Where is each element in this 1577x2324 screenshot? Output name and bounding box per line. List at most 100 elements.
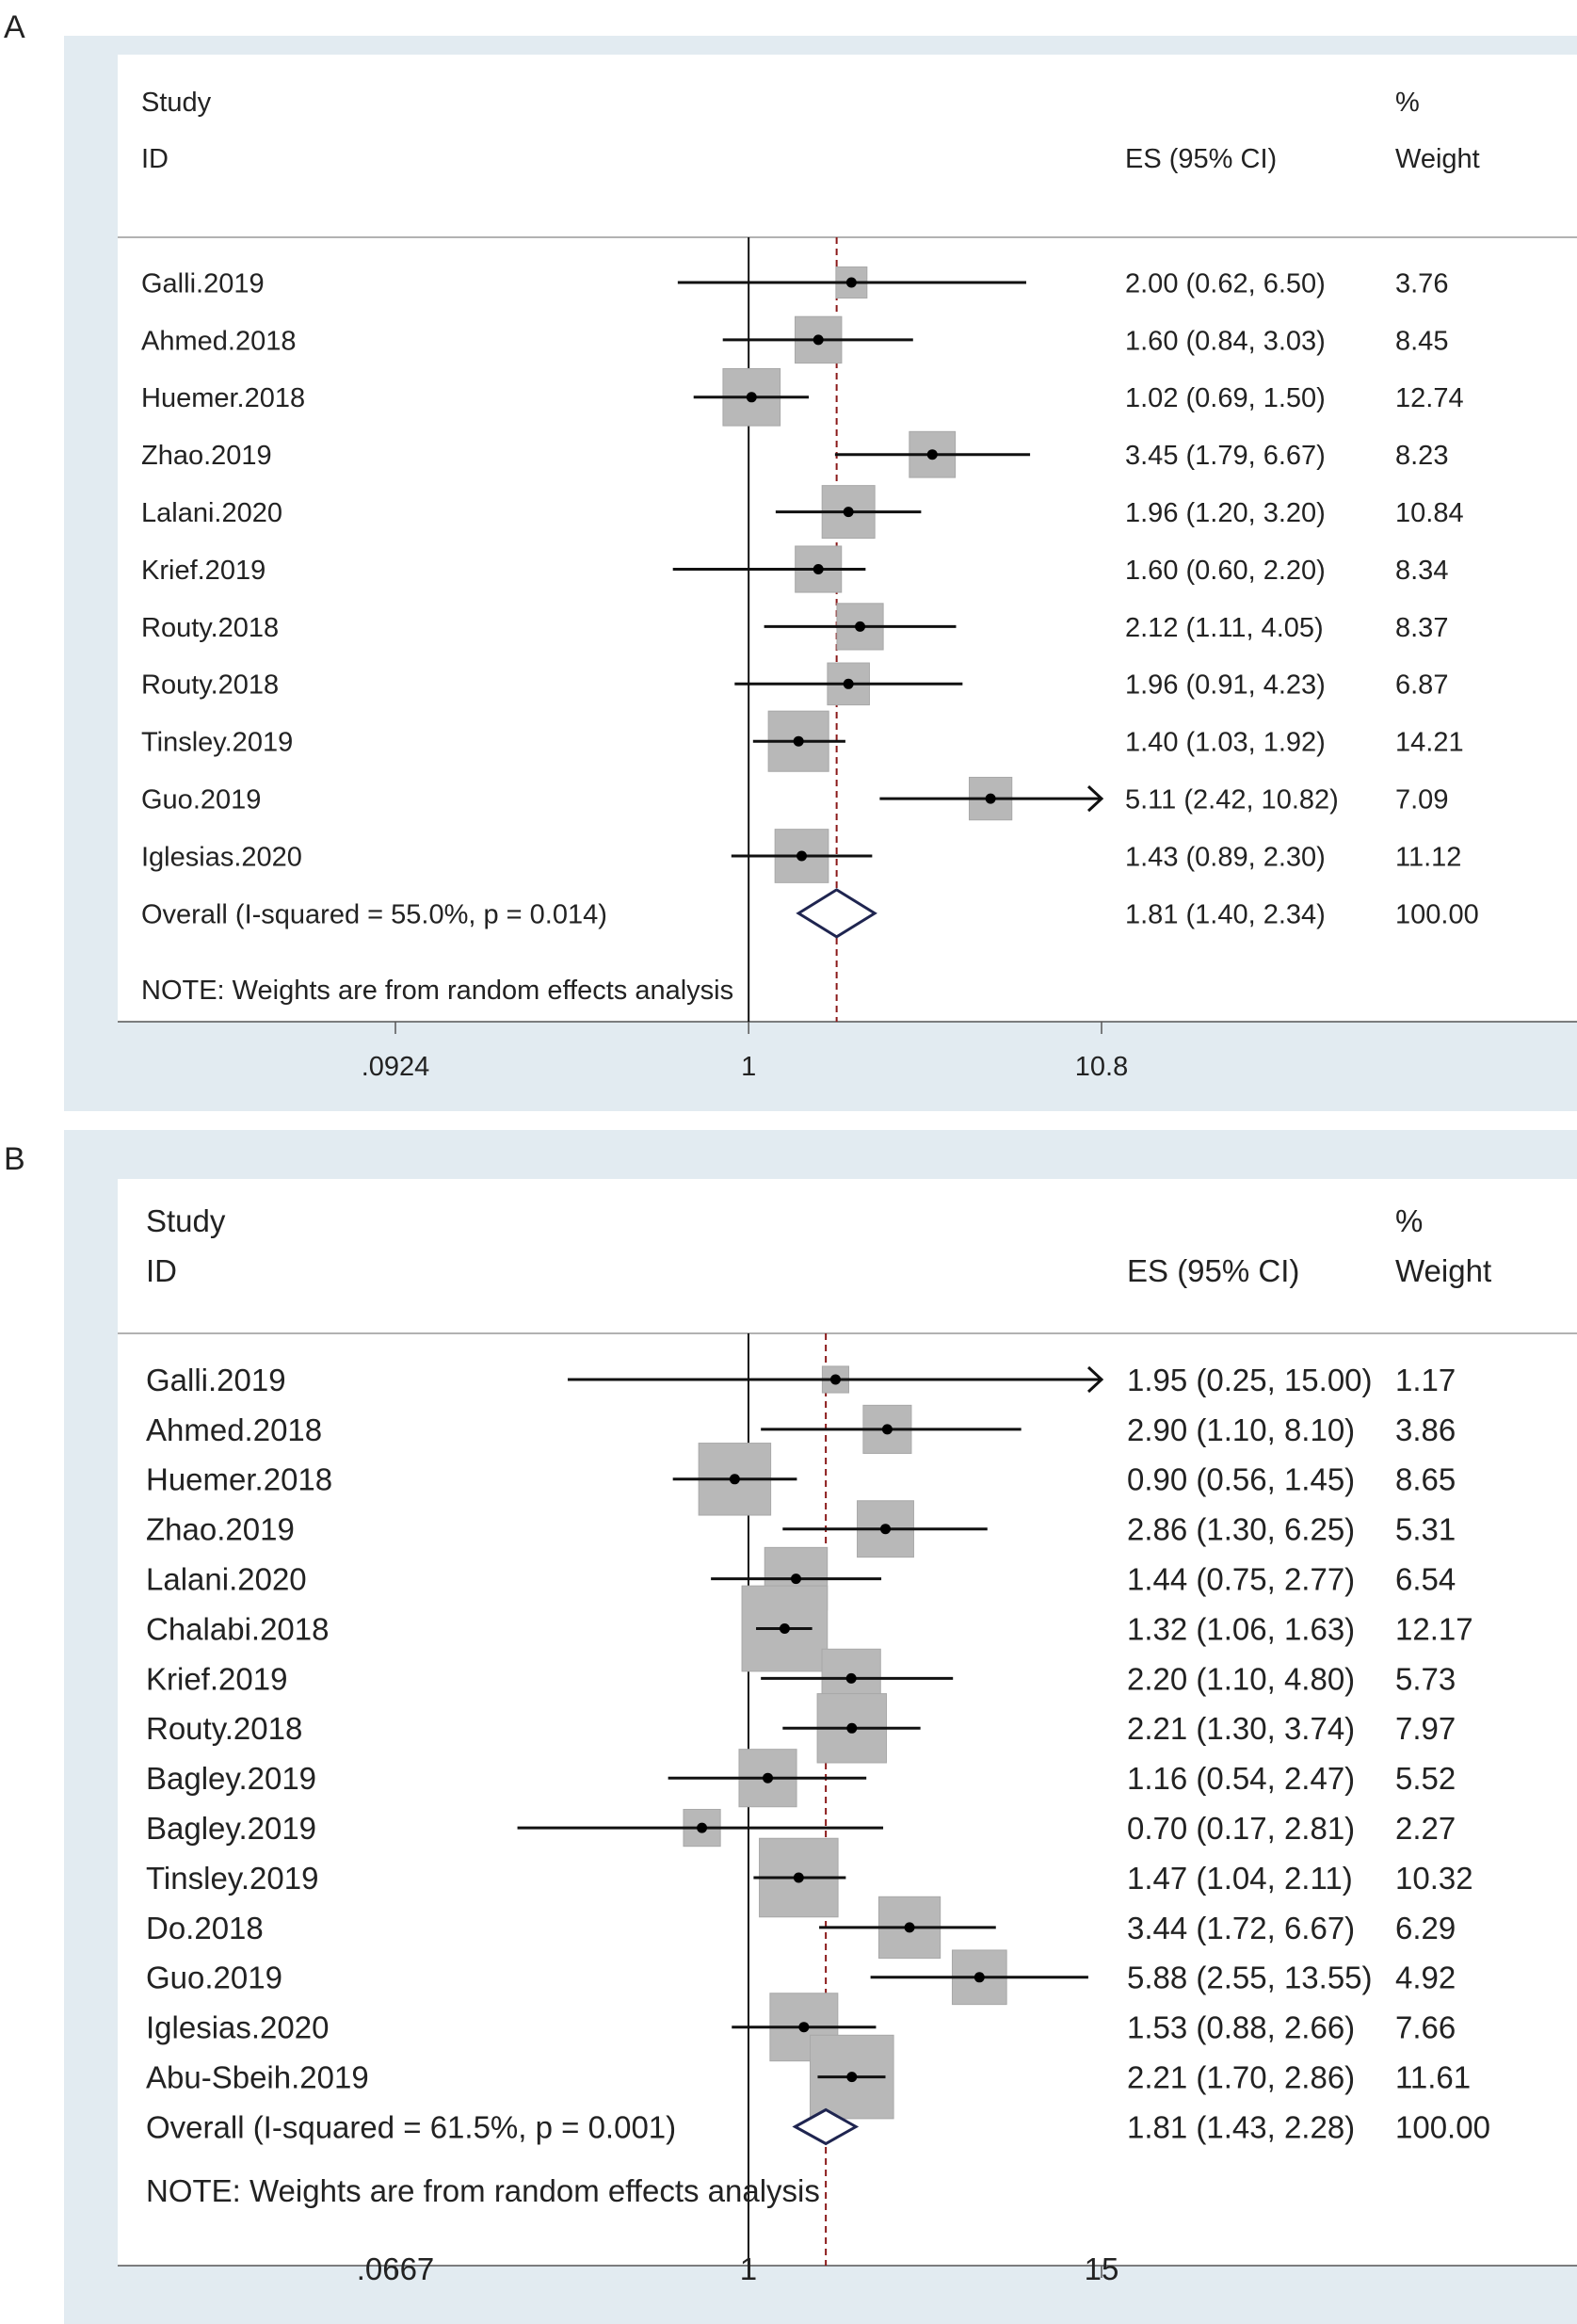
study-es: 2.21 (1.30, 3.74)	[1127, 1711, 1355, 1746]
point-estimate	[813, 334, 824, 346]
x-tick-label: 1	[740, 2251, 757, 2286]
study-weight: 12.17	[1395, 1611, 1473, 1646]
study-weight: 6.87	[1395, 670, 1448, 701]
study-es: 1.43 (0.89, 2.30)	[1125, 842, 1326, 872]
study-weight: 1.17	[1395, 1363, 1456, 1397]
point-estimate	[746, 392, 757, 403]
ci-arrow	[1086, 1365, 1104, 1394]
point-estimate	[845, 277, 857, 288]
study-weight: 10.32	[1395, 1861, 1473, 1896]
study-name: Huemer.2018	[146, 1462, 332, 1497]
study-weight: 8.37	[1395, 613, 1448, 643]
study-name: Iglesias.2020	[146, 2010, 329, 2045]
study-weight: 8.65	[1395, 1462, 1456, 1497]
overall-label: Overall (I-squared = 55.0%, p = 0.014)	[141, 899, 607, 929]
forest-plot-a: Study ID ES (95% CI)% Weight .0924 1 10.8 Galli…	[118, 88, 1577, 1082]
study-es: 1.02 (0.69, 1.50)	[1125, 383, 1326, 413]
study-name: Ahmed.2018	[146, 1412, 322, 1447]
study-name: Ahmed.2018	[141, 326, 296, 356]
study-weight: 5.31	[1395, 1512, 1456, 1547]
point-estimate	[845, 1672, 857, 1684]
header-study: Study	[146, 1203, 226, 1238]
study-name: Bagley.2019	[146, 1761, 316, 1796]
point-estimate	[763, 1772, 774, 1783]
point-estimate	[881, 1424, 893, 1435]
study-weight: 4.92	[1395, 1961, 1456, 1995]
header-es: ES (95% CI)	[1125, 144, 1277, 174]
study-name: Galli.2019	[141, 268, 265, 299]
study-name: Krief.2019	[141, 556, 266, 586]
study-name: Zhao.2019	[141, 441, 272, 471]
overall-weight: 100.00	[1395, 899, 1479, 929]
study-weight: 2.27	[1395, 1811, 1456, 1846]
point-estimate	[904, 1922, 915, 1933]
study-name: Huemer.2018	[141, 383, 305, 413]
study-es: 1.96 (1.20, 3.20)	[1125, 498, 1326, 528]
header-id: ID	[141, 144, 169, 174]
study-es: 0.90 (0.56, 1.45)	[1127, 1462, 1355, 1497]
point-estimate	[813, 564, 824, 574]
study-weight: 6.29	[1395, 1911, 1456, 1945]
header-study: Study	[141, 88, 212, 118]
header-id: ID	[146, 1253, 177, 1288]
study-name: Do.2018	[146, 1911, 264, 1945]
study-name: Lalani.2020	[141, 498, 282, 528]
study-name: Bagley.2019	[146, 1811, 316, 1846]
study-weight: 6.54	[1395, 1561, 1456, 1596]
point-estimate	[829, 1374, 841, 1385]
overall-diamond	[792, 2107, 860, 2146]
study-name: Galli.2019	[146, 1363, 286, 1397]
study-es: 3.44 (1.72, 6.67)	[1127, 1911, 1355, 1945]
study-es: 3.45 (1.79, 6.67)	[1125, 441, 1326, 471]
point-estimate	[855, 621, 866, 632]
study-name: Lalani.2020	[146, 1561, 307, 1596]
point-estimate	[779, 1623, 790, 1634]
study-name: Guo.2019	[141, 785, 261, 815]
header-weight: Weight	[1395, 144, 1480, 174]
study-weight: 7.09	[1395, 785, 1448, 815]
study-es: 2.20 (1.10, 4.80)	[1127, 1661, 1355, 1696]
header-percent: %	[1395, 88, 1420, 118]
study-es: 1.44 (0.75, 2.77)	[1127, 1561, 1355, 1596]
study-es: 1.32 (1.06, 1.63)	[1127, 1611, 1355, 1646]
study-name: Abu-Sbeih.2019	[146, 2059, 369, 2094]
header-percent: %	[1395, 1203, 1423, 1238]
study-es: 1.40 (1.03, 1.92)	[1125, 728, 1326, 758]
point-estimate	[843, 507, 854, 518]
point-estimate	[843, 678, 854, 689]
study-es: 2.00 (0.62, 6.50)	[1125, 268, 1326, 299]
x-tick-label: 1	[741, 1052, 756, 1082]
point-estimate	[846, 2072, 858, 2083]
study-weight: 3.76	[1395, 268, 1448, 299]
study-name: Zhao.2019	[146, 1512, 295, 1547]
point-estimate	[846, 1722, 858, 1734]
study-weight: 7.66	[1395, 2010, 1456, 2045]
study-weight: 5.73	[1395, 1661, 1456, 1696]
point-estimate	[798, 2022, 810, 2033]
study-es: 1.96 (0.91, 4.23)	[1125, 670, 1326, 701]
study-es: 1.47 (1.04, 2.11)	[1127, 1861, 1353, 1896]
study-weight: 10.84	[1395, 498, 1464, 528]
overall-weight: 100.00	[1395, 2109, 1490, 2144]
x-tick-label: .0667	[357, 2251, 435, 2286]
study-weight: 7.97	[1395, 1711, 1456, 1746]
study-es: 0.70 (0.17, 2.81)	[1127, 1811, 1355, 1846]
point-estimate	[793, 735, 804, 747]
overall-es: 1.81 (1.40, 2.34)	[1125, 899, 1326, 929]
study-name: Guo.2019	[146, 1961, 282, 1995]
study-weight: 3.86	[1395, 1412, 1456, 1447]
study-es: 2.90 (1.10, 8.10)	[1127, 1412, 1355, 1447]
x-tick-label: .0924	[362, 1052, 430, 1082]
header-weight: Weight	[1395, 1253, 1491, 1288]
study-weight: 11.61	[1395, 2059, 1471, 2094]
study-weight: 8.23	[1395, 441, 1448, 471]
study-es: 2.86 (1.30, 6.25)	[1127, 1512, 1355, 1547]
study-name: Tinsley.2019	[141, 728, 293, 758]
study-weight: 12.74	[1395, 383, 1464, 413]
footnote: NOTE: Weights are from random effects an…	[146, 2173, 820, 2208]
header-es: ES (95% CI)	[1127, 1253, 1299, 1288]
point-estimate	[797, 850, 808, 862]
point-estimate	[985, 793, 996, 804]
point-estimate	[974, 1972, 985, 1983]
